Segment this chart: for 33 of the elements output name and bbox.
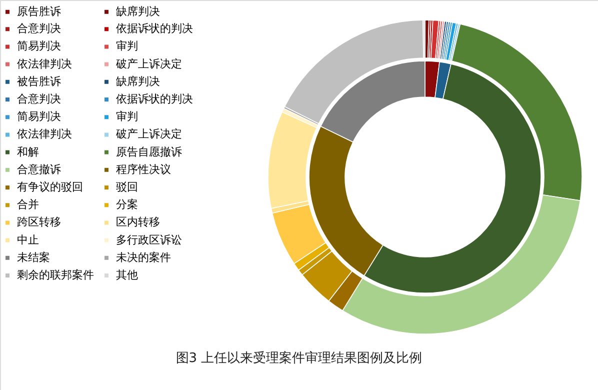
legend-label: 破产上诉决定	[115, 57, 182, 70]
legend-label: 依法律判决	[17, 128, 72, 141]
legend-label: 依据诉状的判决	[116, 22, 193, 36]
legend-label: 有争议的驳回	[17, 180, 83, 194]
legend-label: 简易判决	[17, 40, 61, 53]
legend-label: 合并	[17, 198, 39, 212]
legend-label: 合意判决	[17, 22, 61, 36]
legend-label: 中止	[17, 233, 39, 246]
legend-label: 缺席判决	[116, 4, 160, 18]
legend-label: 依据诉状的判决	[116, 92, 193, 106]
legend-label: 审判	[116, 40, 138, 53]
legend-label: 驳回	[116, 180, 138, 194]
legend-label: 区内转移	[116, 216, 160, 229]
caption: 图3 上任以来受理案件审理结果图例及比例	[176, 350, 422, 366]
legend-label: 未结案	[17, 250, 50, 264]
legend-label: 多行政区诉讼	[116, 233, 182, 246]
legend-label: 和解	[17, 145, 39, 158]
legend-label: 被告胜诉	[17, 74, 61, 88]
legend-label: 原告胜诉	[17, 4, 61, 18]
legend-label: 未决的案件	[116, 250, 171, 264]
legend-label: 程序性决议	[116, 162, 171, 176]
legend-label: 依法律判决	[17, 57, 72, 70]
legend-label: 剩余的联邦案件	[17, 268, 94, 282]
legend-label: 分案	[116, 198, 138, 212]
legend-label: 其他	[116, 268, 138, 282]
legend-label: 合意撤诉	[17, 162, 61, 176]
legend-label: 合意判决	[17, 92, 61, 106]
legend-label: 简易判决	[17, 110, 61, 124]
legend-label: 审判	[116, 110, 138, 124]
legend-label: 原告自愿撤诉	[116, 145, 182, 158]
legend-label: 缺席判决	[116, 74, 160, 88]
legend-label: 跨区转移	[17, 216, 61, 229]
legend-label: 破产上诉决定	[115, 128, 182, 141]
